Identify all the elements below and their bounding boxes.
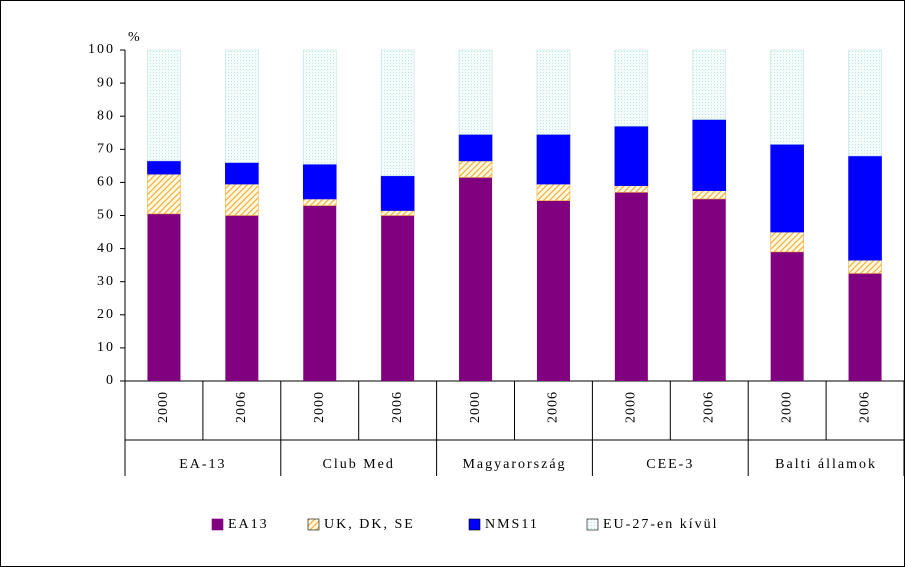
bar-segment (147, 49, 181, 162)
x-tick-label: 2006 (857, 391, 872, 423)
y-tick-label: 40 (97, 241, 115, 256)
bar-segment (614, 49, 649, 127)
bar-segment (225, 183, 259, 216)
x-tick-label: 2006 (234, 391, 249, 423)
bar-segment (147, 160, 181, 175)
bar-segment (770, 49, 804, 145)
group-label: CEE-3 (646, 457, 694, 472)
y-tick-label: 50 (97, 208, 115, 223)
bar-segment (770, 231, 804, 253)
x-tick-label: 2000 (624, 391, 639, 423)
bar-segment (458, 134, 493, 162)
bar-segment (536, 49, 571, 135)
legend-label: EA13 (228, 517, 269, 532)
bar-segment (458, 49, 493, 135)
bar-segment (848, 155, 882, 261)
bar-segment (770, 144, 804, 233)
bar-segment (848, 273, 882, 381)
legend-swatch (586, 518, 599, 531)
bar-segment (380, 49, 415, 177)
y-tick-label: 100 (88, 42, 115, 57)
y-tick-label: 20 (97, 307, 115, 322)
group-label: Magyarország (462, 457, 566, 472)
bar-segment (147, 213, 181, 381)
legend-label: UK, DK, SE (324, 517, 415, 532)
bar-segment (770, 251, 804, 381)
legend-swatch (468, 518, 481, 531)
bar-segment (536, 183, 571, 201)
legend-label: NMS11 (485, 517, 539, 532)
bar-segment (380, 175, 415, 211)
y-tick-label: 80 (97, 108, 115, 123)
bar-segment (692, 198, 726, 381)
x-tick-label: 2006 (390, 391, 405, 423)
bar-segment (381, 215, 415, 381)
y-tick-label: 70 (97, 142, 115, 157)
bar-segment (225, 162, 259, 185)
group-label: Balti államok (775, 457, 877, 472)
bar-segment (459, 177, 493, 381)
bar-segment (848, 49, 882, 157)
bar-segment (692, 119, 727, 191)
bar-segment (302, 163, 337, 200)
bar-segment (614, 185, 649, 193)
group-label: EA-13 (179, 457, 226, 472)
legend-swatch (211, 518, 224, 531)
y-axis-label: % (128, 30, 142, 45)
x-tick-label: 2000 (468, 391, 483, 423)
x-tick-label: 2000 (312, 391, 327, 423)
bar-segment (692, 190, 727, 200)
x-tick-label: 2006 (546, 391, 561, 423)
y-tick-label: 10 (97, 340, 115, 355)
bar-segment (614, 125, 649, 187)
bar-segment (692, 49, 727, 120)
x-tick-label: 2000 (156, 391, 171, 423)
bar-segment (302, 198, 337, 206)
bar-segment (848, 259, 882, 274)
group-label: Club Med (323, 457, 395, 472)
legend-swatch (307, 518, 320, 531)
bar-segment (302, 49, 337, 165)
x-tick-label: 2000 (779, 391, 794, 423)
bar-segment (380, 210, 415, 216)
bar-segment (614, 192, 648, 381)
bar-segment (536, 134, 571, 185)
legend-label: EU-27-en kívül (603, 517, 718, 532)
bar-segment (458, 160, 493, 178)
bar-segment (536, 200, 570, 381)
y-tick-label: 90 (97, 75, 115, 90)
bar-segment (303, 205, 337, 381)
y-tick-label: 0 (106, 373, 115, 388)
y-tick-label: 60 (97, 175, 115, 190)
bar-segment (147, 173, 181, 215)
bar-segment (225, 215, 259, 381)
bar-segment (225, 49, 259, 163)
y-tick-label: 30 (97, 274, 115, 289)
x-tick-label: 2006 (701, 391, 716, 423)
